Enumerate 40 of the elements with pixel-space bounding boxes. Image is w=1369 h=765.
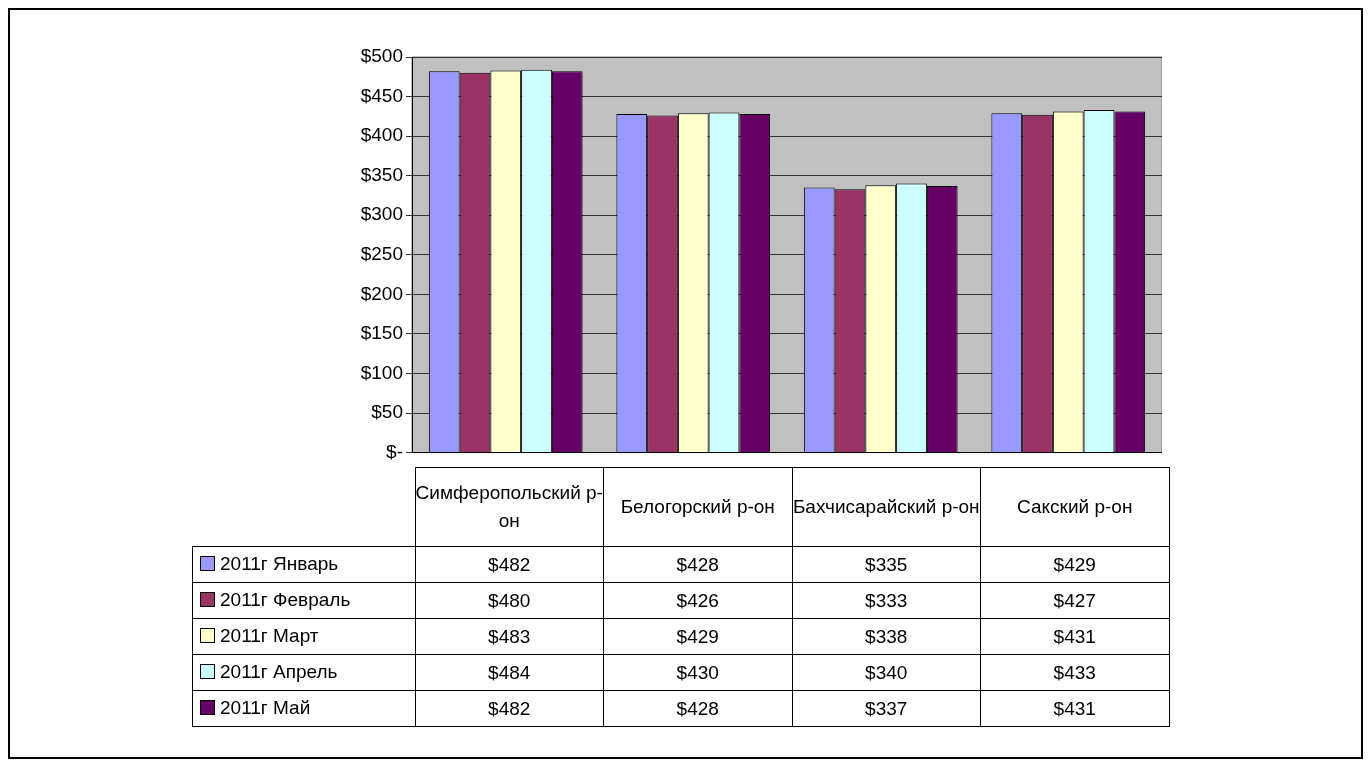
data-label: $482: [415, 546, 604, 583]
data-label: $426: [603, 582, 792, 619]
data-label: $483: [415, 618, 604, 655]
y-tick-label: $500: [360, 45, 403, 67]
y-tick-label: $-: [386, 440, 403, 462]
data-label: $430: [603, 654, 792, 691]
data-label: $431: [980, 690, 1169, 727]
y-tick-label: $250: [360, 243, 403, 265]
data-label: $482: [415, 690, 604, 727]
y-tick-label: $50: [371, 401, 403, 423]
x-tick-label: Симферопольский р-он: [415, 467, 604, 547]
data-label: $427: [980, 582, 1169, 619]
legend-label: 2011г Январь: [220, 552, 339, 575]
data-label: $433: [980, 654, 1169, 691]
y-tick-label: $200: [360, 282, 403, 304]
data-label: $338: [792, 618, 981, 655]
y-tick-label: $300: [360, 203, 403, 225]
y-tick-label: $400: [360, 124, 403, 146]
y-tick-label: $450: [360, 84, 403, 106]
data-label: $333: [792, 582, 981, 619]
legend-label: 2011г Апрель: [220, 660, 338, 683]
data-label: $429: [603, 618, 792, 655]
y-tick-label: $350: [360, 163, 403, 185]
data-label: $337: [792, 690, 981, 727]
legend-label: 2011г Март: [220, 624, 319, 647]
data-label: $429: [980, 546, 1169, 583]
data-label: $428: [603, 546, 792, 583]
x-tick-label: Сакский р-он: [980, 467, 1169, 547]
x-tick-label: Белогорский р-он: [603, 467, 792, 547]
data-label: $480: [415, 582, 604, 619]
legend-label: 2011г Май: [220, 696, 311, 719]
x-tick-label: Бахчисарайский р-он: [792, 467, 981, 547]
y-tick-label: $100: [360, 361, 403, 383]
data-label: $340: [792, 654, 981, 691]
data-label: $484: [415, 654, 604, 691]
data-label: $335: [792, 546, 981, 583]
data-label: $428: [603, 690, 792, 727]
y-tick-label: $150: [360, 322, 403, 344]
data-label: $431: [980, 618, 1169, 655]
legend-label: 2011г Февраль: [220, 588, 351, 611]
